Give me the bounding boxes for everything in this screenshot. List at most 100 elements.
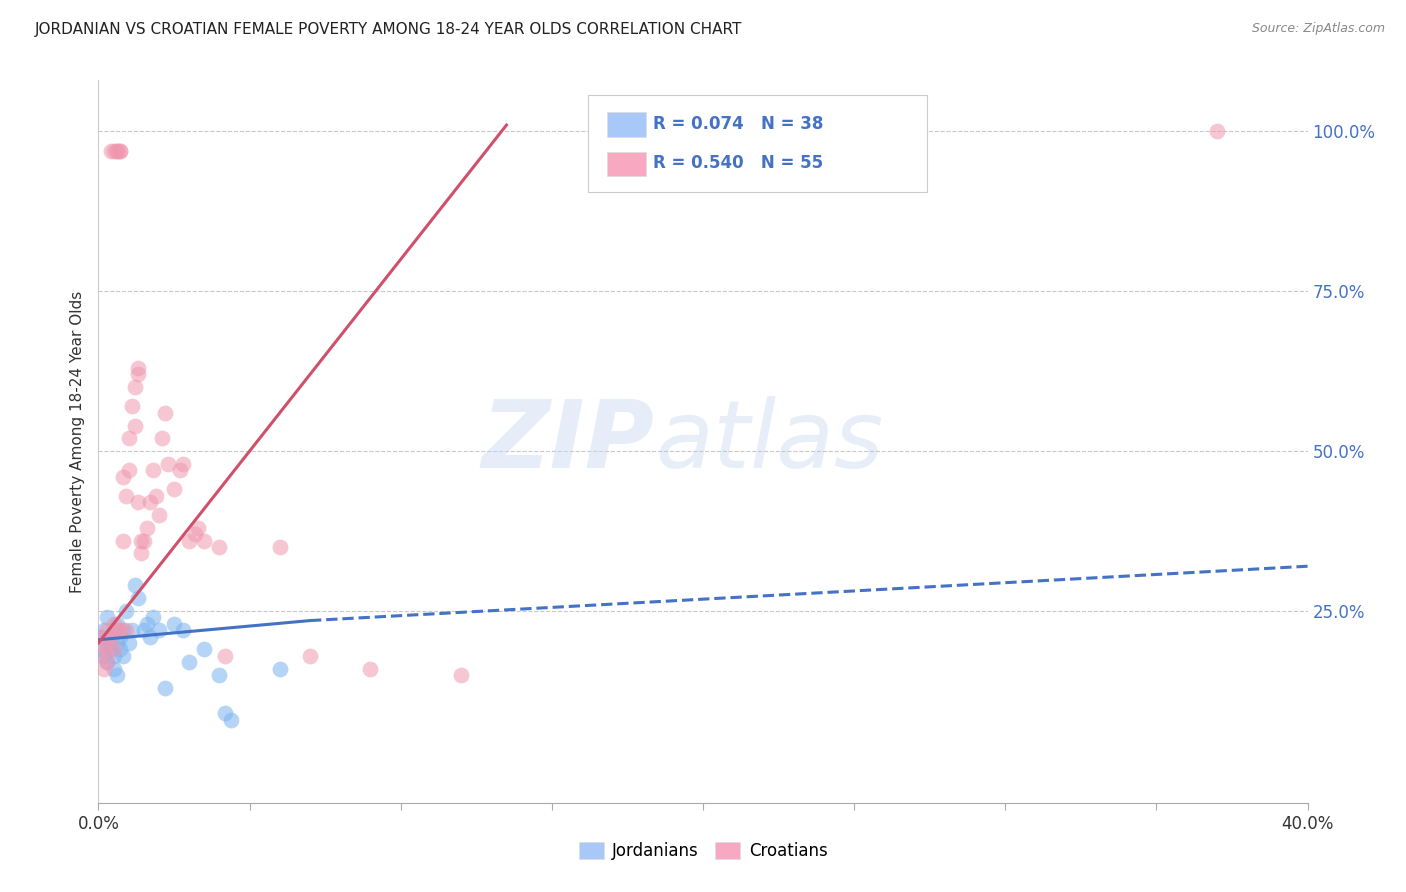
Point (156, 457, 179, 471)
Point (360, 661, 382, 675)
Text: R = 0.540   N = 55: R = 0.540 N = 55 (654, 154, 824, 172)
Point (139, 495, 162, 509)
Text: JORDANIAN VS CROATIAN FEMALE POVERTY AMONG 18-24 YEAR OLDS CORRELATION CHART: JORDANIAN VS CROATIAN FEMALE POVERTY AMO… (35, 22, 742, 37)
Point (103, 144, 125, 158)
Point (145, 489, 167, 503)
Point (90, 630, 112, 644)
Point (90, 630, 112, 644)
Point (114, 489, 136, 503)
Point (124, 578, 146, 592)
Point (221, 713, 243, 727)
Point (121, 400, 143, 414)
Point (108, 623, 131, 637)
Point (172, 623, 194, 637)
Y-axis label: Female Poverty Among 18-24 Year Olds: Female Poverty Among 18-24 Year Olds (69, 291, 84, 592)
Point (93, 636, 115, 650)
Point (148, 508, 170, 522)
FancyBboxPatch shape (588, 95, 927, 193)
Point (153, 406, 176, 420)
FancyBboxPatch shape (607, 112, 647, 136)
Point (100, 642, 122, 657)
Point (118, 636, 141, 650)
Point (105, 636, 128, 650)
Text: Source: ZipAtlas.com: Source: ZipAtlas.com (1251, 22, 1385, 36)
Point (100, 630, 122, 644)
Point (105, 616, 128, 631)
Point (150, 431, 173, 445)
Point (208, 540, 231, 554)
Point (124, 418, 146, 433)
Point (93, 648, 115, 663)
Point (179, 655, 201, 669)
Point (103, 661, 125, 675)
Point (111, 469, 134, 483)
Point (105, 144, 128, 158)
Point (208, 668, 231, 682)
Point (214, 648, 236, 663)
Point (103, 623, 125, 637)
FancyBboxPatch shape (607, 152, 647, 177)
Point (96, 655, 118, 669)
Point (129, 533, 152, 548)
Point (105, 623, 128, 637)
Point (121, 623, 143, 637)
Point (127, 368, 149, 382)
Point (163, 616, 186, 631)
Point (269, 540, 291, 554)
Point (108, 144, 131, 158)
Text: atlas: atlas (655, 396, 883, 487)
Point (103, 648, 125, 663)
Point (142, 610, 165, 624)
Point (172, 457, 194, 471)
Point (105, 668, 128, 682)
Point (193, 642, 215, 657)
Point (142, 463, 165, 477)
Point (111, 533, 134, 548)
Point (187, 521, 209, 535)
Point (108, 144, 131, 158)
Legend: Jordanians, Croatians: Jordanians, Croatians (572, 835, 834, 867)
Point (100, 144, 122, 158)
Point (96, 636, 118, 650)
Point (105, 144, 128, 158)
Point (96, 655, 118, 669)
Point (90, 642, 112, 657)
Point (93, 623, 115, 637)
Point (96, 623, 118, 637)
Point (127, 591, 149, 606)
Point (114, 623, 136, 637)
Point (153, 681, 176, 695)
Point (148, 623, 170, 637)
Point (118, 463, 141, 477)
Point (127, 361, 149, 376)
Point (135, 521, 157, 535)
Point (139, 630, 162, 644)
Point (163, 483, 186, 497)
Point (118, 431, 141, 445)
Point (103, 616, 125, 631)
Point (135, 616, 157, 631)
Point (111, 648, 134, 663)
Point (114, 604, 136, 618)
Point (214, 706, 236, 721)
Point (184, 527, 207, 541)
Point (299, 648, 322, 663)
Point (108, 630, 131, 644)
Point (179, 533, 201, 548)
Point (450, 668, 472, 682)
Point (100, 630, 122, 644)
Point (127, 495, 149, 509)
Point (96, 610, 118, 624)
Point (132, 533, 155, 548)
Point (108, 642, 131, 657)
Point (103, 642, 125, 657)
Point (90, 648, 112, 663)
Point (96, 642, 118, 657)
Point (132, 623, 155, 637)
Point (193, 533, 215, 548)
Point (93, 661, 115, 675)
Point (129, 546, 152, 560)
Point (169, 463, 191, 477)
Point (1206, 124, 1229, 138)
Point (111, 623, 134, 637)
